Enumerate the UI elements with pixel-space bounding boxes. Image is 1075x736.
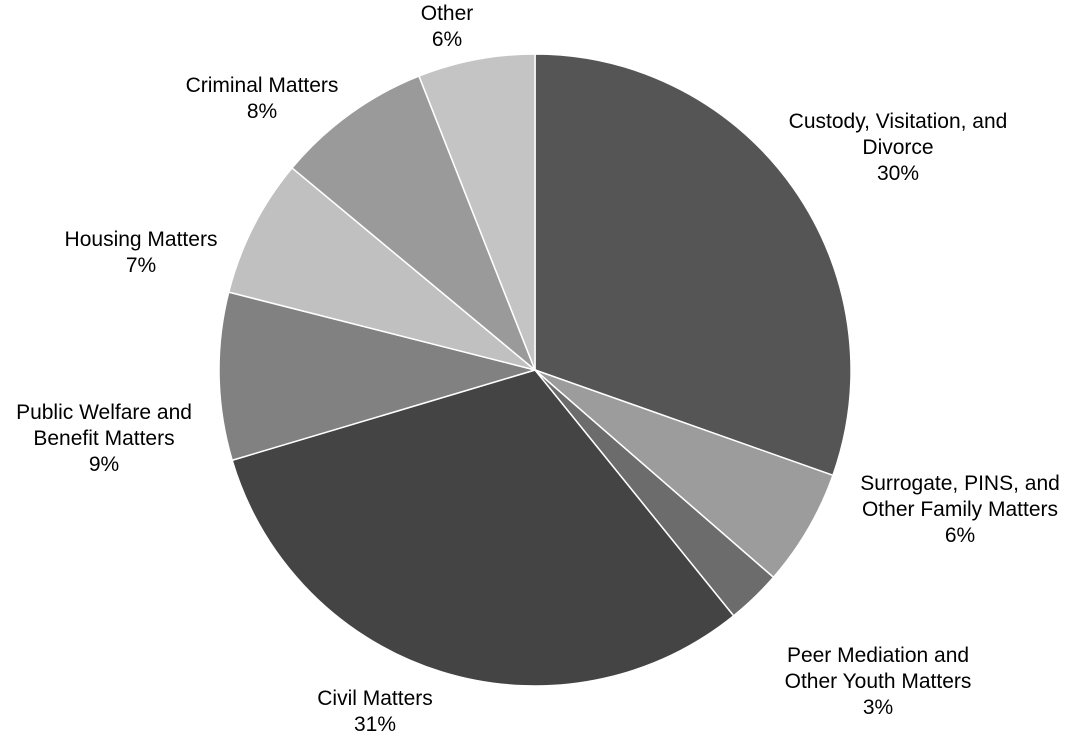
pie-slice — [231, 369, 735, 687]
slice-percent: 9% — [89, 453, 119, 476]
slice-label: Custody, Visitation, and Divorce 30% — [789, 110, 1008, 185]
pie-slice — [227, 166, 536, 371]
slice-percent: 30% — [877, 162, 919, 185]
slice-label-line: Peer Mediation and — [787, 644, 969, 667]
pie-slice — [418, 53, 536, 371]
slice-labels: Custody, Visitation, and Divorce 30% Surrog… — [16, 2, 1060, 736]
slice-label: Public Welfare and Benefit Matters 9% — [16, 401, 192, 476]
slice-label-line: Civil Matters — [317, 687, 433, 710]
slice-label: Other 6% — [421, 2, 474, 51]
slice-label: Civil Matters 31% — [317, 687, 433, 736]
slice-percent: 7% — [126, 254, 156, 277]
slice-label-line: Public Welfare and — [16, 401, 192, 424]
slice-label-line: Divorce — [862, 136, 933, 159]
pie-slice — [534, 369, 834, 579]
slice-percent: 6% — [432, 28, 462, 51]
slice-label-line: Surrogate, PINS, and — [860, 472, 1060, 495]
slice-percent: 31% — [354, 713, 396, 736]
slice-label: Peer Mediation and Other Youth Matters 3% — [785, 644, 972, 719]
pie-slice — [218, 291, 538, 462]
pie-slice — [534, 53, 852, 477]
slice-label-line: Other — [421, 2, 474, 25]
slice-label-line: Other Family Matters — [862, 498, 1058, 521]
slice-percent: 6% — [945, 524, 975, 547]
slice-percent: 3% — [863, 696, 893, 719]
slice-label: Criminal Matters 8% — [186, 74, 339, 123]
slice-label-line: Benefit Matters — [33, 427, 174, 450]
slice-label-line: Custody, Visitation, and — [789, 110, 1008, 133]
slice-label-line: Criminal Matters — [186, 74, 339, 97]
slice-percent: 8% — [247, 100, 277, 123]
slice-label: Surrogate, PINS, and Other Family Matters… — [860, 472, 1060, 547]
slice-label-line: Housing Matters — [65, 228, 218, 251]
slice-label-line: Other Youth Matters — [785, 670, 972, 693]
pie-slices — [218, 53, 852, 687]
slice-label: Housing Matters 7% — [65, 228, 218, 277]
pie-slice — [290, 75, 536, 371]
